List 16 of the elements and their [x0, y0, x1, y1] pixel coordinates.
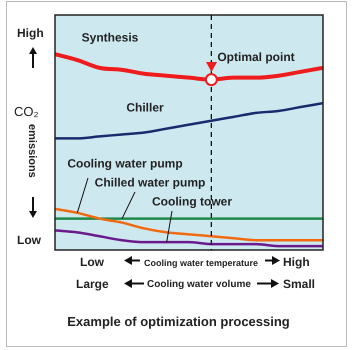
- text: Example of optimization processing: [66, 314, 291, 329]
- y-axis-title: CO₂ emissions: [14, 104, 39, 178]
- text: Optimal point: [217, 50, 295, 64]
- series-label: Synthesis: [82, 30, 139, 44]
- text: Chilled water pump: [94, 175, 206, 190]
- text: Cooling water volume: [147, 279, 251, 290]
- text: High: [17, 26, 44, 40]
- text: Low: [80, 255, 104, 269]
- text: High: [283, 255, 310, 269]
- text: Low: [17, 233, 41, 247]
- text: Cooling water temperature: [144, 258, 258, 268]
- text: Small: [283, 277, 316, 291]
- text: Cooling tower: [152, 194, 232, 208]
- text: Large: [76, 277, 109, 291]
- series-label: Chiller: [126, 100, 164, 114]
- text: Cooling water pump: [67, 156, 183, 170]
